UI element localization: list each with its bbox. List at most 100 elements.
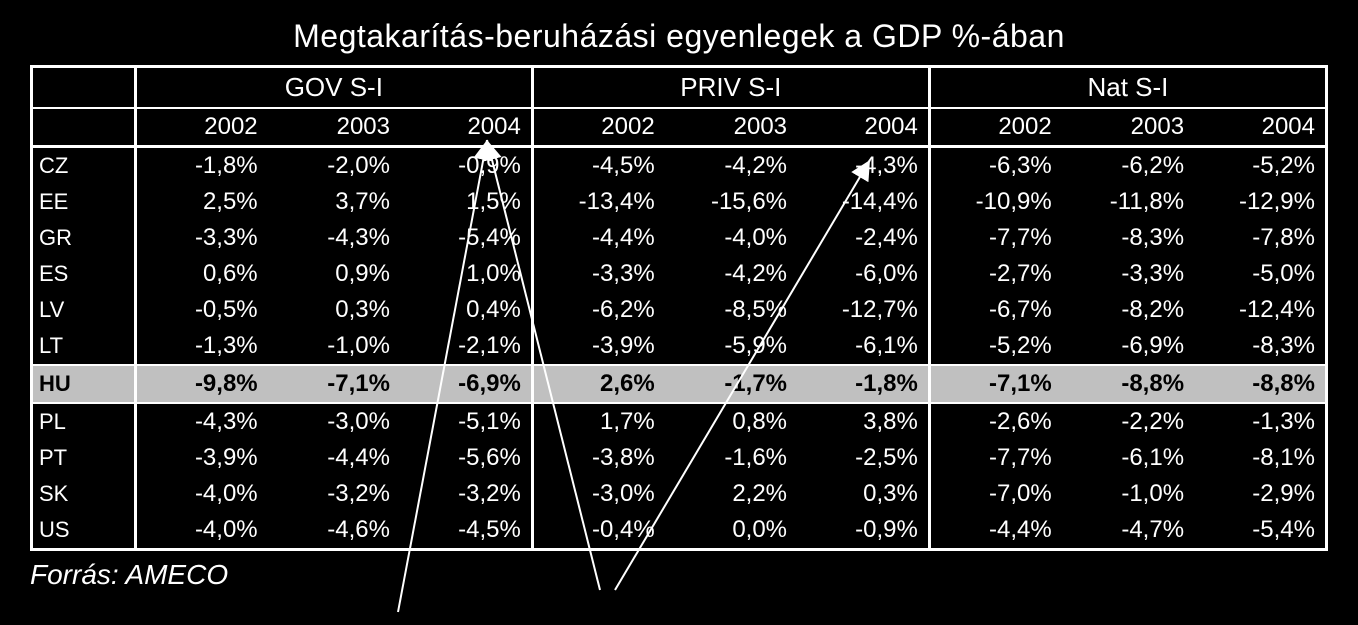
value-cell: 2,2% — [665, 476, 797, 512]
value-cell: 0,0% — [665, 512, 797, 550]
value-cell: -2,9% — [1194, 476, 1326, 512]
value-cell: -3,3% — [1062, 256, 1194, 292]
year-priv-2004: 2004 — [797, 108, 929, 147]
value-cell: -6,2% — [1062, 147, 1194, 185]
year-priv-2002: 2002 — [532, 108, 664, 147]
value-cell: -8,2% — [1062, 292, 1194, 328]
group-header-row: GOV S-I PRIV S-I Nat S-I — [32, 67, 1327, 109]
year-gov-2002: 2002 — [135, 108, 267, 147]
value-cell: -5,2% — [929, 328, 1061, 365]
table-row: GR-3,3%-4,3%-5,4%-4,4%-4,0%-2,4%-7,7%-8,… — [32, 220, 1327, 256]
value-cell: -4,3% — [268, 220, 400, 256]
table-row: LT-1,3%-1,0%-2,1%-3,9%-5,9%-6,1%-5,2%-6,… — [32, 328, 1327, 365]
value-cell: -12,9% — [1194, 184, 1326, 220]
country-cell: PL — [32, 403, 136, 440]
value-cell: -1,6% — [665, 440, 797, 476]
year-nat-2003: 2003 — [1062, 108, 1194, 147]
value-cell: -3,0% — [268, 403, 400, 440]
value-cell: -8,5% — [665, 292, 797, 328]
country-cell: SK — [32, 476, 136, 512]
value-cell: 0,9% — [268, 256, 400, 292]
data-table: GOV S-I PRIV S-I Nat S-I 2002 2003 2004 … — [30, 65, 1328, 551]
table-row: PT-3,9%-4,4%-5,6%-3,8%-1,6%-2,5%-7,7%-6,… — [32, 440, 1327, 476]
value-cell: -10,9% — [929, 184, 1061, 220]
value-cell: -4,7% — [1062, 512, 1194, 550]
value-cell: -4,0% — [135, 512, 267, 550]
value-cell: -1,0% — [1062, 476, 1194, 512]
value-cell: -7,8% — [1194, 220, 1326, 256]
table-row: ES0,6%0,9%1,0%-3,3%-4,2%-6,0%-2,7%-3,3%-… — [32, 256, 1327, 292]
value-cell: -6,3% — [929, 147, 1061, 185]
value-cell: 2,6% — [532, 365, 664, 403]
value-cell: -2,5% — [797, 440, 929, 476]
value-cell: -6,2% — [532, 292, 664, 328]
table-title: Megtakarítás-beruházási egyenlegek a GDP… — [30, 18, 1328, 55]
table-row: PL-4,3%-3,0%-5,1%1,7%0,8%3,8%-2,6%-2,2%-… — [32, 403, 1327, 440]
value-cell: -2,2% — [1062, 403, 1194, 440]
country-cell: PT — [32, 440, 136, 476]
table-row: EE2,5%3,7%1,5%-13,4%-15,6%-14,4%-10,9%-1… — [32, 184, 1327, 220]
value-cell: -4,0% — [135, 476, 267, 512]
value-cell: -4,4% — [929, 512, 1061, 550]
country-cell: ES — [32, 256, 136, 292]
value-cell: 0,8% — [665, 403, 797, 440]
value-cell: -7,7% — [929, 220, 1061, 256]
country-cell: US — [32, 512, 136, 550]
value-cell: -11,8% — [1062, 184, 1194, 220]
value-cell: -1,0% — [268, 328, 400, 365]
value-cell: -3,2% — [400, 476, 532, 512]
source-note: Forrás: AMECO — [30, 559, 1328, 591]
value-cell: -1,8% — [797, 365, 929, 403]
table-row: US-4,0%-4,6%-4,5%-0,4%0,0%-0,9%-4,4%-4,7… — [32, 512, 1327, 550]
value-cell: -4,5% — [532, 147, 664, 185]
value-cell: -5,4% — [400, 220, 532, 256]
country-cell: HU — [32, 365, 136, 403]
value-cell: 1,0% — [400, 256, 532, 292]
table-row: CZ-1,8%-2,0%-0,9%-4,5%-4,2%-4,3%-6,3%-6,… — [32, 147, 1327, 185]
value-cell: -4,6% — [268, 512, 400, 550]
value-cell: -6,7% — [929, 292, 1061, 328]
value-cell: 0,6% — [135, 256, 267, 292]
value-cell: -8,3% — [1194, 328, 1326, 365]
value-cell: -4,3% — [135, 403, 267, 440]
value-cell: -2,7% — [929, 256, 1061, 292]
value-cell: -5,4% — [1194, 512, 1326, 550]
value-cell: -4,0% — [665, 220, 797, 256]
value-cell: -7,1% — [268, 365, 400, 403]
value-cell: -12,7% — [797, 292, 929, 328]
value-cell: 3,7% — [268, 184, 400, 220]
corner-blank — [32, 67, 136, 109]
value-cell: 0,3% — [797, 476, 929, 512]
value-cell: -4,4% — [268, 440, 400, 476]
value-cell: -3,9% — [135, 440, 267, 476]
value-cell: -3,8% — [532, 440, 664, 476]
value-cell: -1,3% — [1194, 403, 1326, 440]
group-gov: GOV S-I — [135, 67, 532, 109]
value-cell: -0,4% — [532, 512, 664, 550]
value-cell: -5,2% — [1194, 147, 1326, 185]
value-cell: -8,8% — [1062, 365, 1194, 403]
table-row: HU-9,8%-7,1%-6,9%2,6%-1,7%-1,8%-7,1%-8,8… — [32, 365, 1327, 403]
value-cell: 3,8% — [797, 403, 929, 440]
country-cell: LT — [32, 328, 136, 365]
year-gov-2004: 2004 — [400, 108, 532, 147]
group-priv: PRIV S-I — [532, 67, 929, 109]
country-cell: LV — [32, 292, 136, 328]
value-cell: -2,4% — [797, 220, 929, 256]
value-cell: -4,4% — [532, 220, 664, 256]
value-cell: -1,3% — [135, 328, 267, 365]
value-cell: 1,7% — [532, 403, 664, 440]
value-cell: 1,5% — [400, 184, 532, 220]
value-cell: -15,6% — [665, 184, 797, 220]
value-cell: -6,1% — [1062, 440, 1194, 476]
value-cell: -8,1% — [1194, 440, 1326, 476]
country-cell: GR — [32, 220, 136, 256]
year-gov-2003: 2003 — [268, 108, 400, 147]
country-cell: CZ — [32, 147, 136, 185]
value-cell: -4,2% — [665, 147, 797, 185]
value-cell: -6,0% — [797, 256, 929, 292]
value-cell: -5,1% — [400, 403, 532, 440]
table-row: SK-4,0%-3,2%-3,2%-3,0%2,2%0,3%-7,0%-1,0%… — [32, 476, 1327, 512]
value-cell: -3,9% — [532, 328, 664, 365]
value-cell: -5,6% — [400, 440, 532, 476]
